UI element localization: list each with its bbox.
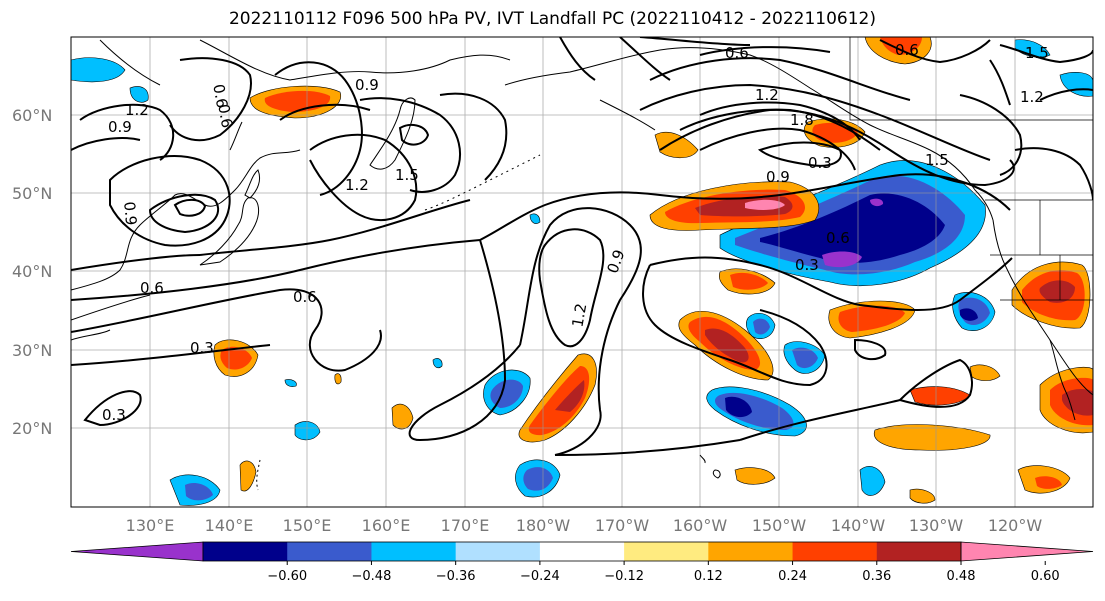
lon-label: 140°W [831,516,886,535]
colorbar-swatch [371,542,457,561]
contour-label: 0.6 [826,229,850,247]
lon-label: 130°W [909,516,964,535]
contour-label: 0.9 [766,168,790,186]
map-frame [70,36,1094,508]
lon-label: 140°E [205,516,254,535]
map-panel: 0.9 0.6 1.2 1.5 1.2 0.9 0.6 0.3 0.3 0.6 … [71,37,1093,507]
colorbar-swatch [455,542,541,561]
colorbar-swatch [624,542,709,561]
contour-label: 0.6 [209,83,231,110]
lon-label: 120°W [988,516,1043,535]
lon-label: 150°E [283,516,332,535]
colorbar-swatch [203,542,288,561]
contour-label: 0.9 [355,76,379,94]
colorbar-swatch [539,542,625,561]
contour-label: 1.2 [345,176,369,194]
colorbar-swatch [792,542,878,561]
contour-label: 1.2 [125,101,149,119]
ivt-shading [71,37,1093,506]
contour-label: 1.2 [1020,88,1044,106]
pv-contours [71,37,1093,456]
map-title: 2022110112 F096 500 hPa PV, IVT Landfall… [228,9,876,29]
colorbar-tick-label: −0.36 [436,569,476,584]
colorbar-tick-label: −0.60 [267,569,307,584]
colorbar-tick-label: 0.48 [947,569,976,584]
colorbar-tick-label: 0.60 [1031,569,1060,584]
contour-label: 1.5 [1025,44,1049,62]
lon-label: 180°W [516,516,571,535]
lat-label: 30°N [12,341,52,360]
lat-label: 40°N [12,262,52,281]
colorbar-swatch [287,542,372,561]
lon-label: 130°E [126,516,175,535]
gridlines [71,37,1093,507]
colorbar-extend-min [70,541,204,562]
contour-label: 1.5 [395,166,419,184]
colorbar-swatch [708,542,794,561]
longitude-labels: 130°E 140°E 150°E 160°E 170°E 180°W 170°… [126,516,1043,535]
lon-label: 170°E [441,516,490,535]
colorbar-frame [202,541,962,562]
coastlines [71,37,1093,491]
colorbar-swatch [876,542,962,561]
contour-label: 0.6 [140,279,164,297]
contour-label: 0.3 [795,256,819,274]
contour-labels: 0.9 0.6 1.2 1.5 1.2 0.9 0.6 0.3 0.3 0.6 … [102,41,1049,424]
contour-label: 1.8 [790,111,814,129]
contour-label: 0.6 [895,41,919,59]
colorbar: −0.60 −0.48 −0.36 −0.24 −0.12 0.12 0.24 0.36 0.4… [70,541,1094,584]
colorbar-tick-label: −0.48 [352,569,392,584]
lat-label: 20°N [12,419,52,438]
contour-label: 0.9 [120,201,140,226]
lat-label: 60°N [12,106,52,125]
lon-label: 160°W [673,516,728,535]
lat-label: 50°N [12,184,52,203]
colorbar-tick-label: −0.12 [604,569,644,584]
lon-label: 170°W [595,516,650,535]
colorbar-tick-label: −0.24 [520,569,560,584]
contour-label: 0.9 [108,118,132,136]
latitude-labels: 60°N 50°N 40°N 30°N 20°N [12,106,52,438]
contour-label: 0.3 [808,154,832,172]
colorbar-extend-max [960,541,1094,562]
contour-label: 0.6 [293,288,317,306]
contour-label: 1.2 [568,302,590,329]
contour-label: 1.5 [925,151,949,169]
contour-label: 0.6 [214,103,236,130]
lon-label: 150°W [752,516,807,535]
colorbar-tick-label: 0.24 [778,569,807,584]
contour-label: 0.6 [725,44,749,62]
contour-label: 0.3 [102,406,126,424]
colorbar-tick-label: 0.12 [694,569,723,584]
lon-label: 160°E [362,516,411,535]
contour-label: 1.2 [755,86,779,104]
colorbar-tick-label: 0.36 [862,569,891,584]
contour-label: 0.3 [190,339,214,357]
